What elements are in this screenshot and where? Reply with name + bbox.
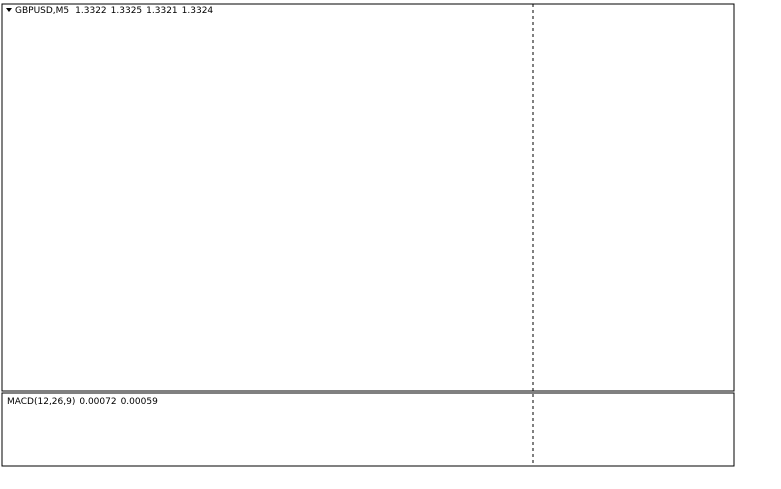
macd-title: MACD(12,26,9) xyxy=(7,397,75,407)
header-arrow xyxy=(6,8,12,12)
chart-header: GBPUSD,M5 1.3322 1.3325 1.3321 1.3324 xyxy=(15,6,213,16)
macd-panel xyxy=(1,392,735,467)
symbol: GBPUSD,M5 xyxy=(15,6,69,16)
high: 1.3325 xyxy=(111,6,143,16)
open: 1.3322 xyxy=(75,6,107,16)
close: 1.3324 xyxy=(182,6,214,16)
low: 1.3321 xyxy=(146,6,178,16)
signal-value: 0.00059 xyxy=(121,397,158,407)
macd-header: MACD(12,26,9) 0.00072 0.00059 xyxy=(7,397,158,407)
price-panel xyxy=(1,3,735,392)
macd-value: 0.00072 xyxy=(79,397,116,407)
